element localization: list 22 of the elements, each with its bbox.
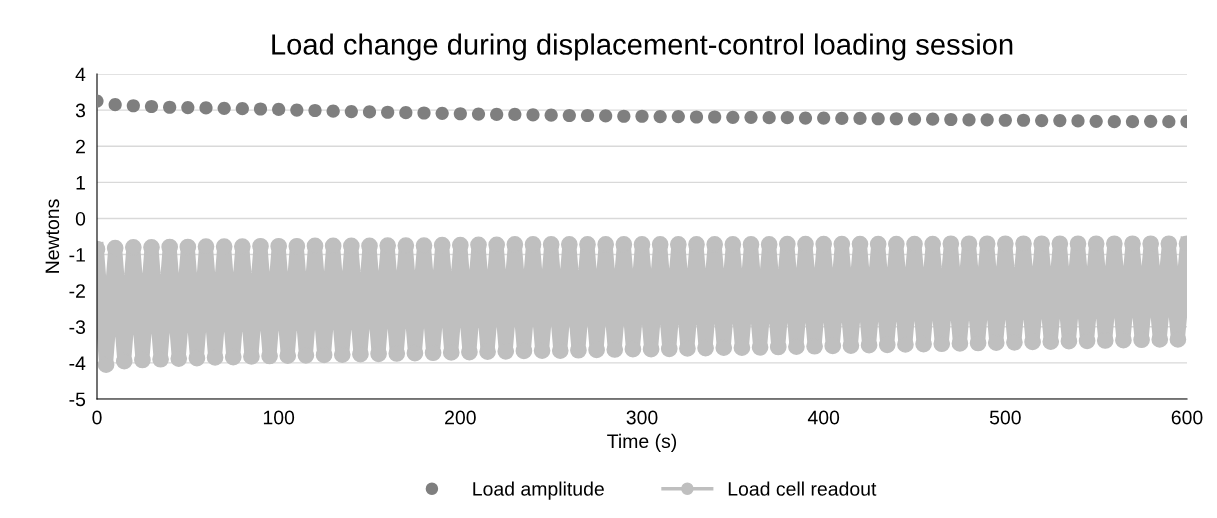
chart-title: Load change during displacement-control loading session — [272, 33, 1013, 61]
y-tick-label: -3 — [69, 320, 86, 335]
x-tick-label: 600 — [1171, 410, 1203, 425]
y-tick-label: 1 — [76, 176, 85, 190]
y-tick-label: -1 — [69, 248, 85, 262]
y-tick-label: 3 — [75, 103, 86, 118]
legend-label: Load cell readout — [728, 481, 877, 496]
y-tick-label: 2 — [76, 139, 85, 154]
x-tick-label: 300 — [626, 410, 658, 425]
y-tick-label: -4 — [69, 356, 86, 370]
y-axis-title: Newtons — [45, 199, 60, 273]
y-tick-label: -5 — [69, 392, 86, 407]
y-tick-label: -2 — [69, 284, 85, 298]
x-tick-label: 200 — [445, 410, 476, 425]
y-tick-label: 0 — [75, 211, 86, 226]
x-axis-title: Time (s) — [607, 433, 677, 452]
x-tick-label: 0 — [92, 410, 102, 425]
x-tick-label: 100 — [263, 410, 295, 425]
x-tick-label: 500 — [989, 410, 1021, 425]
y-tick-label: 4 — [75, 67, 86, 82]
legend-label: Load amplitude — [473, 481, 604, 500]
x-tick-label: 400 — [807, 410, 840, 425]
